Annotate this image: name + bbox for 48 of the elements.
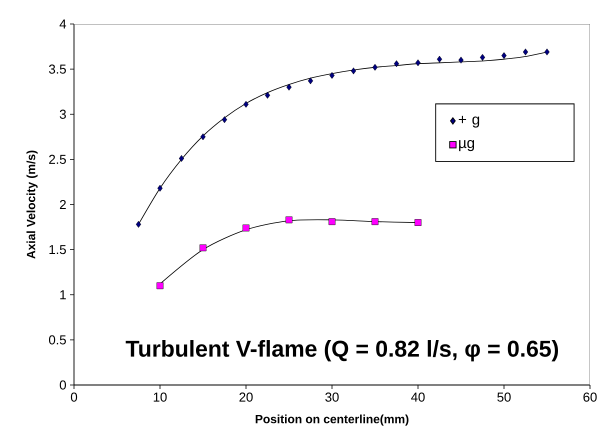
x-tick-label: 30: [325, 392, 339, 402]
point: [501, 52, 507, 59]
point: [178, 155, 184, 162]
y-tick-label: 0.5: [48, 335, 66, 344]
point: [136, 220, 142, 228]
point: [286, 84, 292, 91]
x-tick-label: 50: [497, 392, 511, 402]
x-tick-label: 20: [239, 392, 253, 402]
annotation: Turbulent V-flame (Q = 0.82 l/s, φ = 0.65): [126, 340, 558, 362]
point: [328, 218, 336, 226]
y-axis-title: Axial Velocity (m/s): [26, 150, 38, 259]
y-tick-label: 3: [60, 110, 66, 119]
point: [394, 60, 400, 68]
point: [544, 48, 550, 56]
point: [480, 54, 486, 61]
point: [222, 116, 228, 124]
point: [200, 244, 206, 252]
y-tick-label: 2: [60, 200, 66, 210]
x-tick-label: 10: [154, 392, 167, 402]
x-axis-title: Position on centerline(mm): [256, 414, 408, 426]
legend-label: µg: [459, 140, 474, 152]
point: [372, 64, 378, 71]
point: [372, 218, 378, 226]
y-tick-label: 1: [60, 290, 66, 300]
point: [156, 282, 164, 290]
y-tick-label: 0: [60, 380, 66, 390]
x-tick-label: 60: [583, 392, 597, 402]
y-tick-label: 2.5: [49, 154, 66, 164]
point: [350, 68, 356, 74]
point: [308, 77, 314, 84]
point: [157, 184, 163, 192]
y-tick-label: 1.5: [49, 245, 66, 254]
legend-label: + g: [458, 116, 480, 128]
point: [458, 56, 464, 64]
x-tick-label: 0: [70, 392, 78, 402]
point: [436, 56, 442, 63]
point: [414, 219, 422, 226]
point: [200, 133, 206, 140]
x-tick-label: 40: [411, 392, 425, 402]
point: [242, 224, 250, 232]
point: [264, 92, 270, 99]
point: [286, 216, 292, 224]
point: [243, 100, 249, 108]
y-tick-label: 4: [60, 20, 66, 28]
point: [415, 59, 421, 66]
point: [329, 72, 335, 79]
y-tick-label: 3.5: [48, 64, 66, 74]
point: [522, 48, 528, 56]
